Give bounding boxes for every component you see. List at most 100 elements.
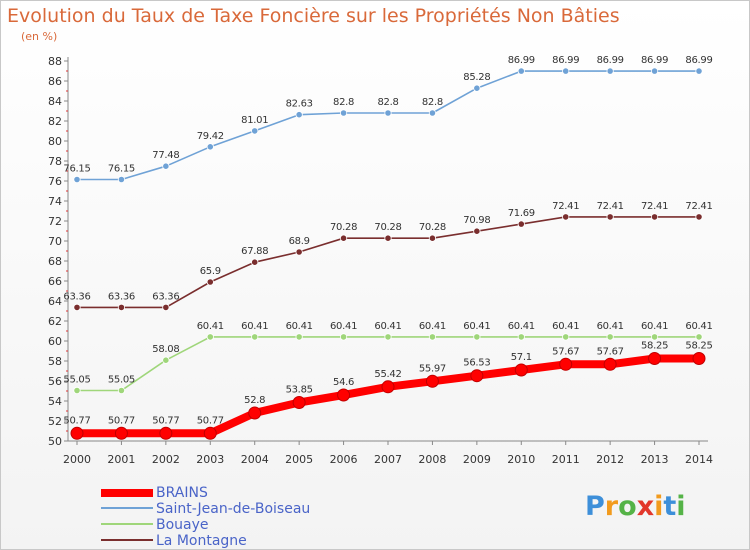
- x-tick-label: 2007: [374, 453, 402, 466]
- data-label: 86.99: [641, 55, 668, 66]
- y-tick-label: 68: [48, 255, 62, 268]
- data-point: [428, 234, 437, 242]
- x-tick-label: 2011: [552, 453, 580, 466]
- data-label: 60.41: [241, 321, 268, 332]
- data-label: 58.25: [685, 341, 712, 352]
- data-label: 86.99: [508, 55, 535, 66]
- y-tick-label: 60: [48, 335, 62, 348]
- x-tick-label: 2013: [641, 453, 669, 466]
- data-label: 55.05: [63, 375, 90, 386]
- data-point: [206, 278, 214, 286]
- data-point: [428, 109, 437, 117]
- logo-letter: x: [636, 491, 655, 522]
- data-point: [381, 380, 395, 394]
- data-label: 70.28: [330, 222, 357, 233]
- data-label: 63.36: [63, 291, 90, 302]
- data-label: 72.41: [552, 201, 579, 212]
- legend-label-bouaye: Bouaye: [156, 517, 209, 533]
- chart-title: Evolution du Taux de Taxe Foncière sur l…: [7, 5, 620, 27]
- data-point: [251, 258, 259, 266]
- data-point: [295, 333, 303, 341]
- legend-label-brains: BRAINS: [156, 485, 208, 501]
- data-label: 86.99: [597, 55, 624, 66]
- x-tick-label: 2008: [418, 453, 446, 466]
- data-label: 57.1: [511, 352, 532, 363]
- x-tick-label: 2000: [63, 453, 91, 466]
- data-point: [606, 333, 614, 341]
- data-point: [650, 213, 659, 221]
- data-label: 70.98: [463, 215, 490, 226]
- data-point: [514, 363, 528, 377]
- data-label: 71.69: [508, 208, 535, 219]
- data-label: 55.05: [108, 375, 135, 386]
- data-point: [162, 356, 170, 364]
- data-point: [695, 333, 703, 341]
- data-point: [73, 386, 81, 395]
- y-tick-label: 66: [48, 275, 62, 288]
- data-label: 60.41: [374, 321, 401, 332]
- series-layer: [70, 67, 706, 440]
- data-label: 56.53: [463, 358, 490, 369]
- data-label: 58.08: [152, 344, 179, 355]
- data-point: [648, 352, 662, 365]
- data-point: [517, 67, 525, 75]
- y-tick-label: 50: [48, 435, 62, 448]
- data-point: [70, 426, 84, 440]
- data-point: [650, 333, 659, 341]
- data-point: [73, 175, 81, 184]
- y-tick-label: 80: [48, 135, 62, 148]
- y-tick-label: 72: [48, 215, 62, 228]
- y-tick-label: 82: [48, 115, 62, 128]
- data-label: 50.77: [152, 415, 179, 426]
- y-tick-label: 74: [48, 195, 62, 208]
- data-label: 65.9: [200, 266, 221, 277]
- data-label: 55.42: [374, 369, 401, 380]
- data-label: 53.85: [286, 385, 313, 396]
- data-label: 86.99: [685, 55, 712, 66]
- logo-letter: i: [676, 491, 686, 522]
- legend-swatch-la-montagne: [101, 539, 153, 541]
- data-labels: 50.77 50.77 50.77 50.77 52.8 53.85 54.6 55.42 55…: [63, 55, 712, 426]
- logo-letter: P: [585, 491, 605, 522]
- logo-letter: i: [654, 491, 664, 522]
- data-point: [117, 303, 126, 311]
- data-label: 60.41: [419, 321, 446, 332]
- y-tick-label: 70: [48, 235, 62, 248]
- y-tick-label: 52: [48, 415, 62, 428]
- data-point: [206, 333, 214, 341]
- data-point: [251, 333, 259, 341]
- data-point: [206, 143, 214, 151]
- data-label: 55.97: [419, 363, 446, 374]
- legend-label-la-montagne: La Montagne: [156, 533, 247, 549]
- y-tick-label: 56: [48, 375, 62, 388]
- y-tick-label: 58: [48, 355, 62, 368]
- data-point: [384, 333, 392, 341]
- y-tick-label: 62: [48, 315, 62, 328]
- x-tick-label: 2012: [596, 453, 624, 466]
- data-point: [650, 67, 659, 75]
- data-label: 70.28: [374, 222, 401, 233]
- logo-letter: t: [663, 491, 677, 522]
- data-point: [473, 84, 481, 92]
- data-point: [203, 426, 217, 440]
- y-tick-label: 54: [48, 395, 62, 408]
- data-point: [162, 303, 170, 311]
- data-point: [695, 67, 703, 75]
- data-label: 58.25: [641, 341, 668, 352]
- data-label: 85.28: [463, 72, 490, 83]
- data-point: [425, 374, 439, 388]
- data-label: 54.6: [333, 377, 354, 388]
- data-point: [384, 109, 392, 117]
- x-tick-label: 2004: [241, 453, 269, 466]
- legend-swatch-brains: [101, 489, 153, 497]
- data-point: [473, 227, 481, 235]
- data-point: [248, 406, 262, 420]
- data-label: 60.41: [463, 321, 490, 332]
- data-point: [117, 386, 126, 395]
- data-point: [692, 352, 706, 365]
- data-label: 57.67: [552, 346, 579, 357]
- x-tick-label: 2014: [685, 453, 713, 466]
- data-point: [517, 333, 525, 341]
